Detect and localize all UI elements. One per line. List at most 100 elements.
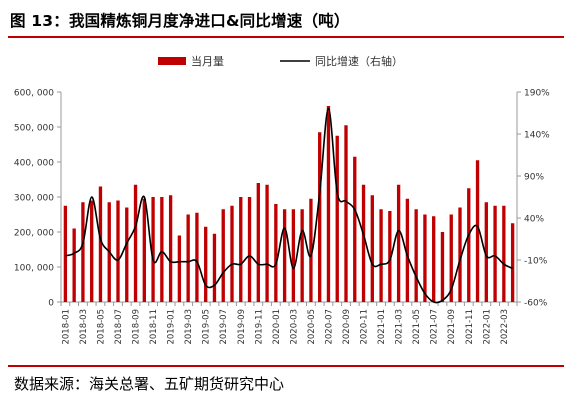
- bar: [177, 235, 182, 302]
- right-tick-label: -10%: [524, 257, 548, 267]
- bar: [335, 135, 339, 302]
- figure-title: 图 13：我国精炼铜月度净进口&同比增速（吨）: [10, 12, 350, 30]
- bar: [282, 209, 287, 302]
- source-note: 数据来源：海关总署、五矿期货研究中心: [14, 375, 285, 393]
- bar: [63, 205, 68, 302]
- bar: [440, 232, 445, 302]
- bar: [204, 226, 208, 302]
- bar: [160, 197, 164, 302]
- left-axis-labels: 0 100, 000 200, 000 300, 000 400, 000 500, 00…: [14, 89, 54, 309]
- bar: [309, 198, 313, 302]
- bar: [247, 197, 252, 302]
- bar: [151, 197, 155, 302]
- bar: [265, 184, 269, 302]
- x-tick-label: 2021-11: [465, 309, 475, 345]
- x-axis-labels: 2018-01 2018-03 2018-05 2018-07 2018-09 2018-…: [61, 309, 509, 345]
- legend: 当月量 同比增速（右轴）: [158, 54, 403, 68]
- bar: [81, 202, 85, 302]
- chart: 当月量 同比增速（右轴） 0 100, 000 200, 000 300, 000 40…: [14, 54, 550, 345]
- bar: [432, 216, 436, 302]
- x-tick-label: 2018-07: [114, 309, 124, 345]
- bar: [388, 211, 392, 302]
- x-tick-label: 2020-07: [324, 309, 334, 345]
- bar: [493, 205, 497, 302]
- bar: [318, 132, 322, 302]
- bar: [133, 184, 138, 302]
- title-divider: [8, 36, 564, 38]
- right-tick-label: 40%: [524, 215, 544, 225]
- bar: [90, 200, 94, 302]
- bar: [98, 186, 103, 302]
- bar: [510, 223, 515, 302]
- bar: [449, 214, 453, 302]
- x-tick-label: 2019-09: [237, 309, 247, 345]
- bar: [326, 106, 331, 302]
- bar: [423, 214, 427, 302]
- bar: [239, 197, 243, 302]
- x-tick-label: 2021-01: [377, 309, 387, 345]
- bar: [212, 233, 217, 302]
- bar: [72, 228, 76, 302]
- left-tick-label: 500, 000: [14, 124, 54, 134]
- x-tick-label: 2019-01: [167, 309, 177, 345]
- bar: [142, 198, 146, 302]
- x-tick-label: 2019-05: [202, 309, 212, 345]
- x-tick-label: 2018-09: [132, 309, 142, 345]
- bar: [125, 207, 129, 302]
- bar: [484, 202, 488, 302]
- bar: [344, 125, 348, 302]
- footer-divider: [8, 365, 564, 367]
- right-tick-label: -60%: [524, 299, 548, 309]
- bar: [221, 209, 225, 302]
- bar: [195, 212, 199, 302]
- x-tick-label: 2019-07: [219, 309, 229, 345]
- x-tick-label: 2020-09: [342, 309, 352, 345]
- bar: [168, 195, 173, 302]
- left-tick-label: 600, 000: [14, 89, 54, 99]
- bar: [405, 198, 410, 302]
- bar: [274, 204, 278, 302]
- left-tick-label: 0: [48, 299, 54, 309]
- x-tick-label: 2021-07: [430, 309, 440, 345]
- bar: [256, 183, 260, 302]
- bar: [300, 209, 304, 302]
- x-tick-label: 2020-01: [272, 309, 282, 345]
- bar-series: [63, 106, 515, 302]
- bar: [370, 195, 374, 302]
- bar: [458, 207, 462, 302]
- x-tick-label: 2019-03: [184, 309, 194, 345]
- right-tick-label: 140%: [524, 131, 550, 141]
- x-tick-label: 2021-05: [412, 309, 422, 345]
- right-axis-labels: -60% -10% 40% 90% 140% 190%: [524, 89, 550, 309]
- x-tick-label: 2019-11: [254, 309, 264, 345]
- legend-bar-swatch: [158, 57, 186, 65]
- bar: [353, 156, 357, 302]
- bar: [379, 209, 383, 302]
- legend-bar-label: 当月量: [191, 54, 224, 68]
- x-tick-label: 2018-11: [149, 309, 159, 345]
- bar: [361, 184, 366, 302]
- growth-line: [65, 108, 513, 304]
- bar: [414, 209, 418, 302]
- bar: [475, 160, 480, 302]
- bar: [116, 200, 120, 302]
- right-tick-label: 90%: [524, 173, 544, 183]
- x-tick-label: 2018-05: [96, 309, 106, 345]
- bar: [502, 205, 506, 302]
- bar: [467, 188, 471, 302]
- x-tick-label: 2020-03: [289, 309, 299, 345]
- bar: [291, 209, 296, 302]
- legend-line-label: 同比增速（右轴）: [315, 54, 403, 68]
- left-tick-label: 400, 000: [14, 159, 54, 169]
- x-tick-label: 2020-05: [307, 309, 317, 345]
- x-tick-label: 2021-03: [395, 309, 405, 345]
- left-tick-label: 200, 000: [14, 229, 54, 239]
- x-tick-label: 2018-03: [79, 309, 89, 345]
- right-tick-label: 190%: [524, 89, 550, 99]
- x-tick-label: 2018-01: [61, 309, 71, 345]
- bar: [186, 214, 190, 302]
- bar: [230, 205, 234, 302]
- bar: [396, 184, 401, 302]
- x-tick-label: 2022-03: [500, 309, 510, 345]
- x-tick-label: 2021-09: [447, 309, 457, 345]
